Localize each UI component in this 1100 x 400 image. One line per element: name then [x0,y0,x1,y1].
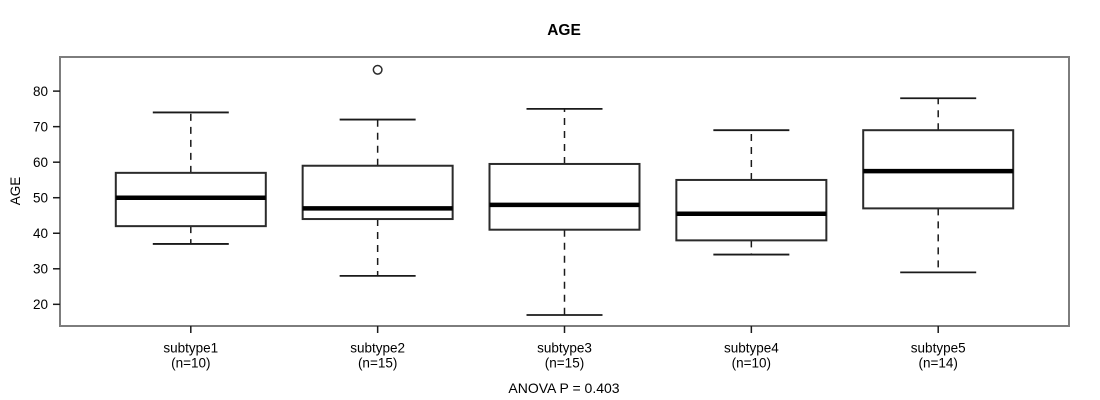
boxplot-group-subtype3 [488,107,641,316]
x-tick-label: subtype5 [911,341,966,356]
box-rect [675,178,828,242]
boxplot-group-subtype5 [862,97,1015,274]
y-tick-label: 80 [33,84,48,99]
box-rect [488,162,641,231]
outlier-point [372,64,383,75]
y-tick-label: 60 [33,155,48,170]
x-axis: subtype1(n=10)subtype2(n=15)subtype3(n=1… [163,326,966,371]
x-tick-sublabel: (n=14) [919,356,958,371]
y-tick-label: 20 [33,297,48,312]
y-tick-label: 70 [33,119,48,134]
y-tick-label: 30 [33,261,48,276]
boxplot-boxes [114,64,1015,316]
x-tick-label: subtype1 [163,341,218,356]
y-axis-label: AGE [8,177,23,206]
x-tick-label: subtype2 [350,341,405,356]
y-tick-label: 40 [33,226,48,241]
x-tick-sublabel: (n=15) [358,356,397,371]
anova-p-note: ANOVA P = 0.403 [508,380,619,396]
boxplot-group-subtype1 [114,111,267,245]
boxplot-group-subtype2 [301,64,454,277]
x-tick-sublabel: (n=10) [171,356,210,371]
boxplot-group-subtype4 [675,129,828,256]
x-tick-label: subtype3 [537,341,592,356]
y-tick-label: 50 [33,190,48,205]
x-tick-label: subtype4 [724,341,779,356]
box-rect [301,164,454,221]
x-tick-sublabel: (n=10) [732,356,771,371]
x-tick-sublabel: (n=15) [545,356,584,371]
chart-title: AGE [547,22,581,39]
y-axis: 20 30 40 50 60 70 80 [33,84,60,312]
